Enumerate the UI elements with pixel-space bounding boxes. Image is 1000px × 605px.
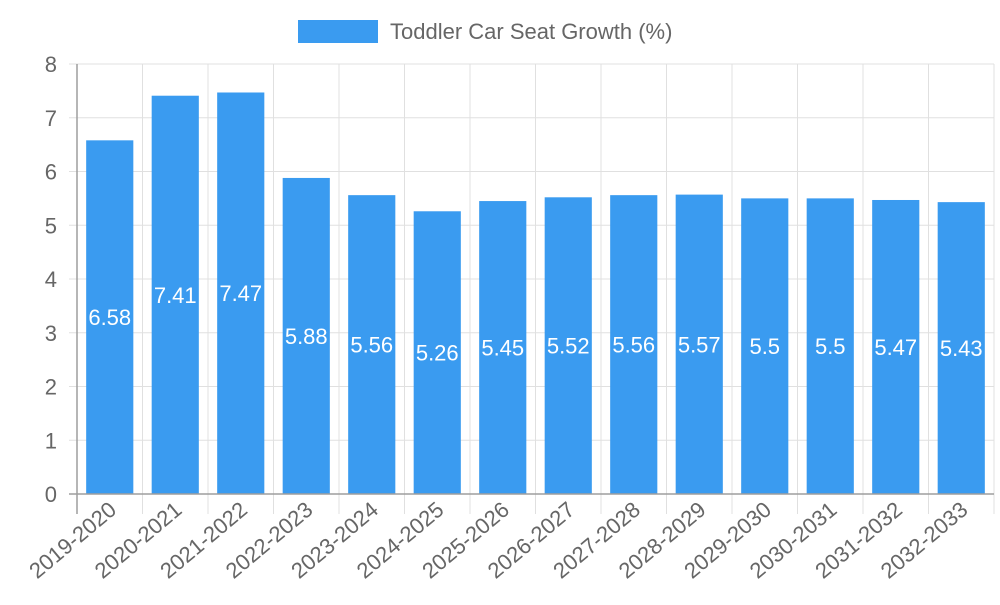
bar-2028-2029[interactable] xyxy=(675,194,723,495)
bar-2019-2020[interactable] xyxy=(86,140,134,494)
data-label: 5.88 xyxy=(285,324,328,349)
bar-2025-2026[interactable] xyxy=(479,201,527,494)
data-label: 5.57 xyxy=(678,332,721,357)
bar-2026-2027[interactable] xyxy=(544,197,592,495)
data-labels: 6.58 7.41 7.47 5.88 5.56 5.26 5.45 5.52 5.56 5.57… xyxy=(88,281,982,365)
data-label: 7.41 xyxy=(154,283,197,308)
bar-2024-2025[interactable] xyxy=(413,211,461,494)
data-label: 5.5 xyxy=(749,334,780,359)
y-tick-label: 8 xyxy=(45,52,57,77)
y-tick-label: 5 xyxy=(45,213,57,238)
data-label: 7.47 xyxy=(219,281,262,306)
data-label: 5.52 xyxy=(547,334,590,359)
bar-2022-2023[interactable] xyxy=(282,177,330,494)
axes xyxy=(69,64,994,514)
bar-2020-2021[interactable] xyxy=(151,95,199,495)
y-axis-ticks: 0 1 2 3 4 5 6 7 8 xyxy=(45,52,57,507)
y-tick-label: 1 xyxy=(45,428,57,453)
data-label: 6.58 xyxy=(88,305,131,330)
bar-2029-2030[interactable] xyxy=(741,198,789,494)
bar-2023-2024[interactable] xyxy=(348,195,396,494)
data-label: 5.45 xyxy=(481,336,524,361)
data-label: 5.56 xyxy=(612,333,655,358)
data-label: 5.5 xyxy=(815,334,846,359)
bar-2030-2031[interactable] xyxy=(806,198,854,494)
bar-2032-2033[interactable] xyxy=(937,202,985,494)
grid-lines xyxy=(69,63,995,514)
y-tick-label: 6 xyxy=(45,160,57,185)
y-tick-label: 7 xyxy=(45,106,57,131)
data-label: 5.26 xyxy=(416,341,459,366)
y-tick-label: 2 xyxy=(45,375,57,400)
y-tick-label: 0 xyxy=(45,482,57,507)
data-label: 5.56 xyxy=(350,333,393,358)
bar-2031-2032[interactable] xyxy=(872,199,920,495)
bar-2027-2028[interactable] xyxy=(610,195,658,494)
bar-series xyxy=(86,92,985,495)
data-label: 5.47 xyxy=(874,335,917,360)
data-label: 5.43 xyxy=(940,336,983,361)
legend-swatch xyxy=(298,20,378,43)
legend-label: Toddler Car Seat Growth (%) xyxy=(390,19,672,44)
chart-legend[interactable]: Toddler Car Seat Growth (%) xyxy=(298,19,672,44)
x-axis-ticks: 2019-20202020-20212021-20222022-20232023… xyxy=(24,497,972,584)
bar-2021-2022[interactable] xyxy=(217,92,265,495)
y-tick-label: 3 xyxy=(45,321,57,346)
y-tick-label: 4 xyxy=(45,267,57,292)
